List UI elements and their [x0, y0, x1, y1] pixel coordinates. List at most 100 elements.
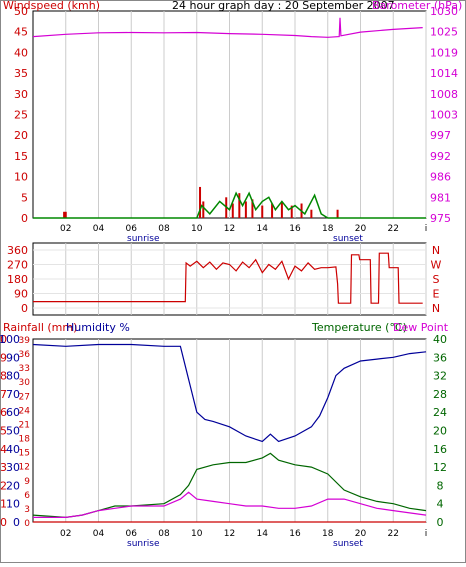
y-tick-label: 5: [0, 425, 7, 438]
y-tick-label: 9: [0, 351, 7, 364]
y-tick-label: 15: [19, 449, 30, 459]
y-tick-label: 0: [13, 516, 20, 529]
x-tick-label: 04: [93, 529, 105, 539]
direction-label: S: [433, 273, 440, 286]
y-tick-label: 2: [0, 479, 7, 492]
y-tick-label: 180: [7, 273, 28, 286]
y-tick-label: 39: [19, 336, 31, 346]
y-tick-label: 997: [430, 129, 451, 142]
x-tick-label: 16: [289, 529, 301, 539]
y-tick-label: 5: [21, 191, 28, 204]
y-tick-label: 50: [14, 5, 28, 18]
y-tick-label: 20: [14, 129, 28, 142]
y-tick-label: 0: [0, 516, 7, 529]
x-tick-label: i: [425, 224, 428, 234]
y-tick-label: 10: [6, 498, 20, 511]
x-tick-label: 08: [158, 224, 170, 234]
y-tick-label: 60: [6, 406, 20, 419]
humidity-line: [32, 343, 427, 443]
y-tick-label: 1: [0, 498, 7, 511]
temperature-humidity-panel: Rainfall (mm) Humidity % Temperature (°C…: [0, 321, 449, 549]
panel1-left-label: Windspeed (kmh): [3, 0, 100, 12]
panel1-right-label: Barometer (hPa): [372, 0, 462, 12]
x-tick-label: 18: [322, 224, 334, 234]
y-tick-label: 0: [21, 212, 28, 225]
y-tick-label: 1030: [430, 5, 458, 18]
y-tick-label: 4: [437, 498, 444, 511]
panel3-dewpoint-label: Dew Point: [393, 321, 449, 334]
x-tick-label: 02: [60, 224, 71, 234]
y-tick-label: 27: [19, 392, 30, 402]
y-tick-label: 16: [433, 443, 447, 456]
y-tick-label: 90: [14, 288, 28, 301]
y-tick-label: 981: [430, 191, 451, 204]
y-tick-label: 40: [6, 443, 20, 456]
y-tick-label: 360: [7, 244, 28, 257]
y-tick-label: 270: [7, 259, 28, 272]
y-tick-label: 10: [0, 333, 7, 346]
y-tick-label: 70: [6, 388, 20, 401]
y-tick-label: 100: [0, 333, 20, 346]
y-tick-label: 3: [0, 461, 7, 474]
panel3-temperature-label: Temperature (°C): [311, 321, 407, 334]
temperature-line: [32, 452, 427, 519]
y-tick-label: 80: [6, 370, 20, 383]
panel3-rain-label: Rainfall (mm): [3, 321, 77, 334]
y-tick-label: 7: [0, 388, 7, 401]
y-tick-label: 0: [24, 519, 30, 529]
panel3-sunrise-label: sunrise: [127, 539, 160, 549]
wind-direction-line: [33, 252, 423, 304]
x-tick-label: 10: [191, 224, 203, 234]
y-tick-label: 30: [14, 88, 28, 101]
y-tick-label: 50: [6, 425, 20, 438]
y-tick-label: 1014: [430, 67, 458, 80]
y-tick-label: 21: [19, 420, 30, 430]
y-tick-label: 32: [433, 370, 447, 383]
x-tick-label: 04: [93, 224, 105, 234]
y-tick-label: 33: [19, 364, 30, 374]
windspeed-line: [33, 191, 426, 219]
y-tick-label: 0: [21, 302, 28, 315]
y-tick-label: 992: [430, 150, 451, 163]
y-tick-label: 986: [430, 171, 451, 184]
y-tick-label: 18: [19, 435, 31, 445]
y-tick-label: 10: [14, 171, 28, 184]
x-tick-label: 14: [257, 529, 269, 539]
x-tick-label: 20: [355, 224, 367, 234]
x-tick-label: 22: [388, 224, 399, 234]
x-tick-label: 18: [322, 529, 334, 539]
y-tick-label: 36: [433, 351, 447, 364]
dewpoint-line: [33, 491, 427, 519]
y-tick-label: 20: [6, 479, 20, 492]
y-tick-label: 8: [437, 479, 444, 492]
y-tick-label: 1025: [430, 26, 458, 39]
x-tick-label: 02: [60, 529, 71, 539]
y-tick-label: 4: [0, 443, 7, 456]
x-tick-label: 14: [257, 224, 269, 234]
direction-label: N: [432, 244, 440, 257]
direction-label: N: [432, 302, 440, 315]
y-tick-label: 975: [430, 212, 451, 225]
barometer-line: [32, 17, 423, 38]
x-tick-label: 08: [158, 529, 170, 539]
y-tick-label: 45: [14, 26, 28, 39]
y-tick-label: 90: [6, 351, 20, 364]
wind-barometer-panel: Windspeed (kmh) 24 hour graph day : 20 S…: [3, 0, 462, 244]
panel1-sunset-label: sunset: [333, 234, 363, 244]
panel3-humidity-label: Humidity %: [66, 321, 130, 334]
y-tick-label: 30: [19, 378, 31, 388]
x-tick-label: 06: [126, 224, 138, 234]
panel3-sunset-label: sunset: [333, 539, 363, 549]
y-tick-label: 6: [24, 491, 30, 501]
y-tick-label: 9: [24, 477, 30, 487]
x-tick-label: 12: [224, 529, 235, 539]
panel1-title: 24 hour graph day : 20 September 2007: [172, 0, 395, 12]
y-tick-label: 8: [0, 370, 7, 383]
x-tick-label: 06: [126, 529, 138, 539]
y-tick-label: 12: [433, 461, 447, 474]
y-tick-label: 40: [433, 333, 447, 346]
y-tick-label: 28: [433, 388, 447, 401]
